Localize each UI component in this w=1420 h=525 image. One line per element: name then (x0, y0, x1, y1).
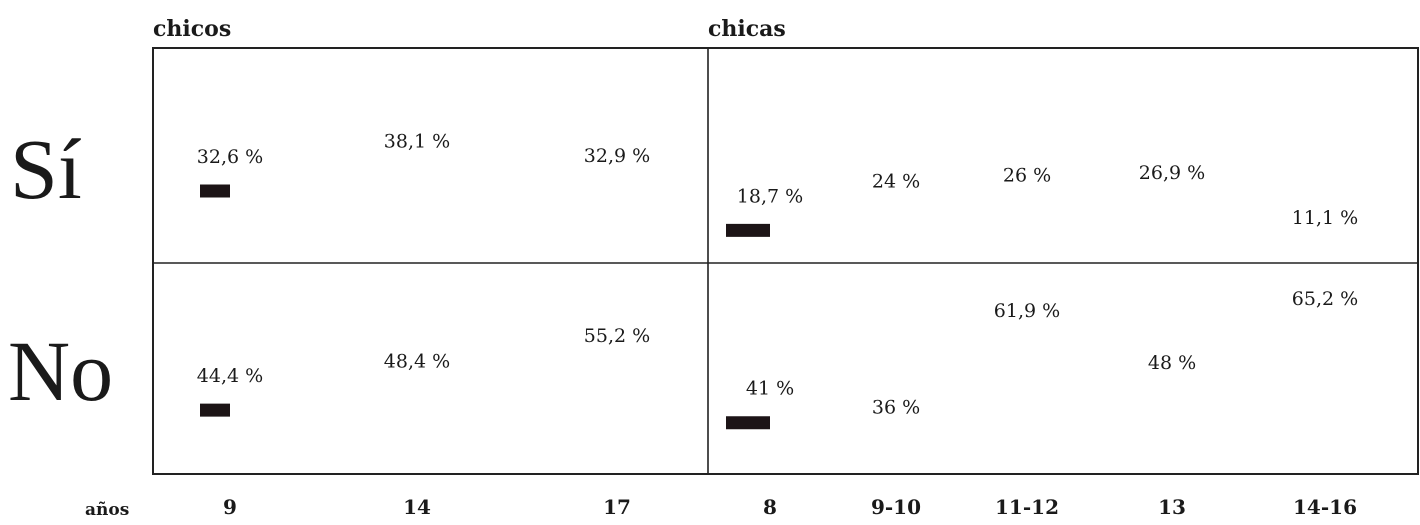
x-axis-caption: años (85, 500, 129, 520)
value-label-chicos-no-2: 55,2 % (584, 325, 650, 347)
x-tick-label-chicas-0: 8 (763, 495, 777, 519)
value-label-chicos-si-0: 32,6 % (197, 146, 263, 168)
x-tick-label-chicos-2: 17 (603, 495, 631, 519)
value-label-chicas-no-2: 61,9 % (994, 300, 1060, 322)
frame-layer (152, 47, 1419, 475)
value-label-chicas-si-2: 26 % (1003, 165, 1051, 187)
value-label-chicas-no-3: 48 % (1148, 352, 1196, 374)
value-label-chicas-si-0: 18,7 % (737, 185, 803, 207)
x-tick-label-chicos-1: 14 (403, 495, 431, 519)
tick-labels-layer: 9 14 17 8 9-10 11-12 13 14-16 (223, 495, 1357, 519)
value-label-chicas-no-0: 41 % (746, 378, 794, 400)
value-label-chicos-si-1: 38,1 % (384, 130, 450, 152)
panel-title-chicos: chicos (153, 16, 231, 42)
chart-frame (152, 47, 1419, 475)
text-layer: chicos chicas Sí No años (8, 16, 786, 520)
value-label-chicas-no-4: 65,2 % (1292, 288, 1358, 310)
value-label-chicas-no-1: 36 % (872, 396, 920, 418)
lines-layer (200, 184, 770, 430)
value-label-chicos-si-2: 32,9 % (584, 145, 650, 167)
x-tick-label-chicas-3: 13 (1158, 495, 1186, 519)
x-tick-label-chicas-4: 14-16 (1293, 495, 1357, 519)
x-tick-label-chicos-0: 9 (223, 495, 237, 519)
x-tick-label-chicas-1: 9-10 (871, 495, 921, 519)
value-label-chicas-si-4: 11,1 % (1292, 207, 1358, 229)
value-label-chicos-no-1: 48,4 % (384, 350, 450, 372)
value-label-chicas-si-1: 24 % (872, 170, 920, 192)
x-tick-label-chicas-2: 11-12 (995, 495, 1059, 519)
value-labels-layer: 32,6 % 38,1 % 32,9 % 44,4 % 48,4 % 55,2 % 18,7… (197, 130, 1358, 418)
panel-title-chicas: chicas (708, 16, 786, 42)
row-label-no: No (8, 323, 113, 419)
row-label-si: Sí (10, 121, 82, 217)
value-label-chicas-si-3: 26,9 % (1139, 162, 1205, 184)
value-label-chicos-no-0: 44,4 % (197, 365, 263, 387)
